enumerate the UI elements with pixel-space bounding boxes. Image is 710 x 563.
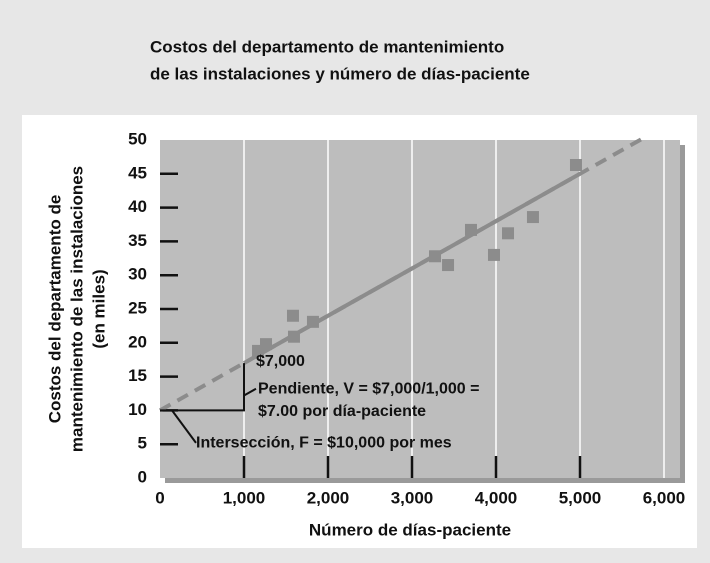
y-axis-label-line: (en miles) <box>89 269 108 348</box>
y-axis-label-line: mantenimiento de las instalaciones <box>67 166 86 452</box>
y-tick-label: 30 <box>128 265 147 284</box>
leader-line <box>171 409 197 444</box>
point <box>487 248 500 261</box>
fit-line <box>243 172 581 365</box>
point <box>429 250 442 263</box>
x-tick-label: 6,000 <box>643 488 686 507</box>
y-tick-label: 5 <box>138 434 147 453</box>
x-tick-label: 3,000 <box>391 488 434 507</box>
chart-title: Costos del departamento de mantenimiento <box>150 37 504 56</box>
point <box>306 315 319 328</box>
y-tick-label: 25 <box>128 298 147 317</box>
intercept-bracket <box>160 363 245 412</box>
x-tick-label: 5,000 <box>559 488 602 507</box>
x-tick-label: 2,000 <box>307 488 350 507</box>
point <box>569 159 582 172</box>
y-tick-label: 50 <box>128 129 147 148</box>
plot-area <box>160 140 680 478</box>
point <box>442 259 455 272</box>
point <box>260 338 273 351</box>
point <box>287 330 300 343</box>
x-axis-label: Número de días-paciente <box>309 520 511 539</box>
annotation: Pendiente, V = $7,000/1,000 = <box>258 381 479 398</box>
y-tick-label: 10 <box>128 400 147 419</box>
annotation: $7.00 por día-paciente <box>258 403 426 420</box>
y-tick-label: 15 <box>128 366 147 385</box>
chart-title: de las instalaciones y número de días-pa… <box>150 64 530 83</box>
y-tick-label: 0 <box>138 467 147 486</box>
y-tick-label: 20 <box>128 332 147 351</box>
x-tick-label: 1,000 <box>223 488 266 507</box>
y-tick-label: 45 <box>128 163 147 182</box>
y-tick-label: 35 <box>128 231 147 250</box>
y-axis-label: Costos del departamento de mantenimiento… <box>45 166 108 452</box>
y-axis-label-line: Costos del departamento de <box>45 195 64 424</box>
point <box>526 211 539 224</box>
point <box>286 309 299 322</box>
annotation: Intersección, F = $10,000 por mes <box>196 435 452 452</box>
point <box>464 223 477 236</box>
annotation: $7,000 <box>256 353 305 370</box>
leader-line <box>243 387 257 397</box>
point <box>502 227 515 240</box>
x-tick-label: 4,000 <box>475 488 518 507</box>
y-tick-label: 40 <box>128 197 147 216</box>
x-tick-label: 0 <box>155 488 164 507</box>
